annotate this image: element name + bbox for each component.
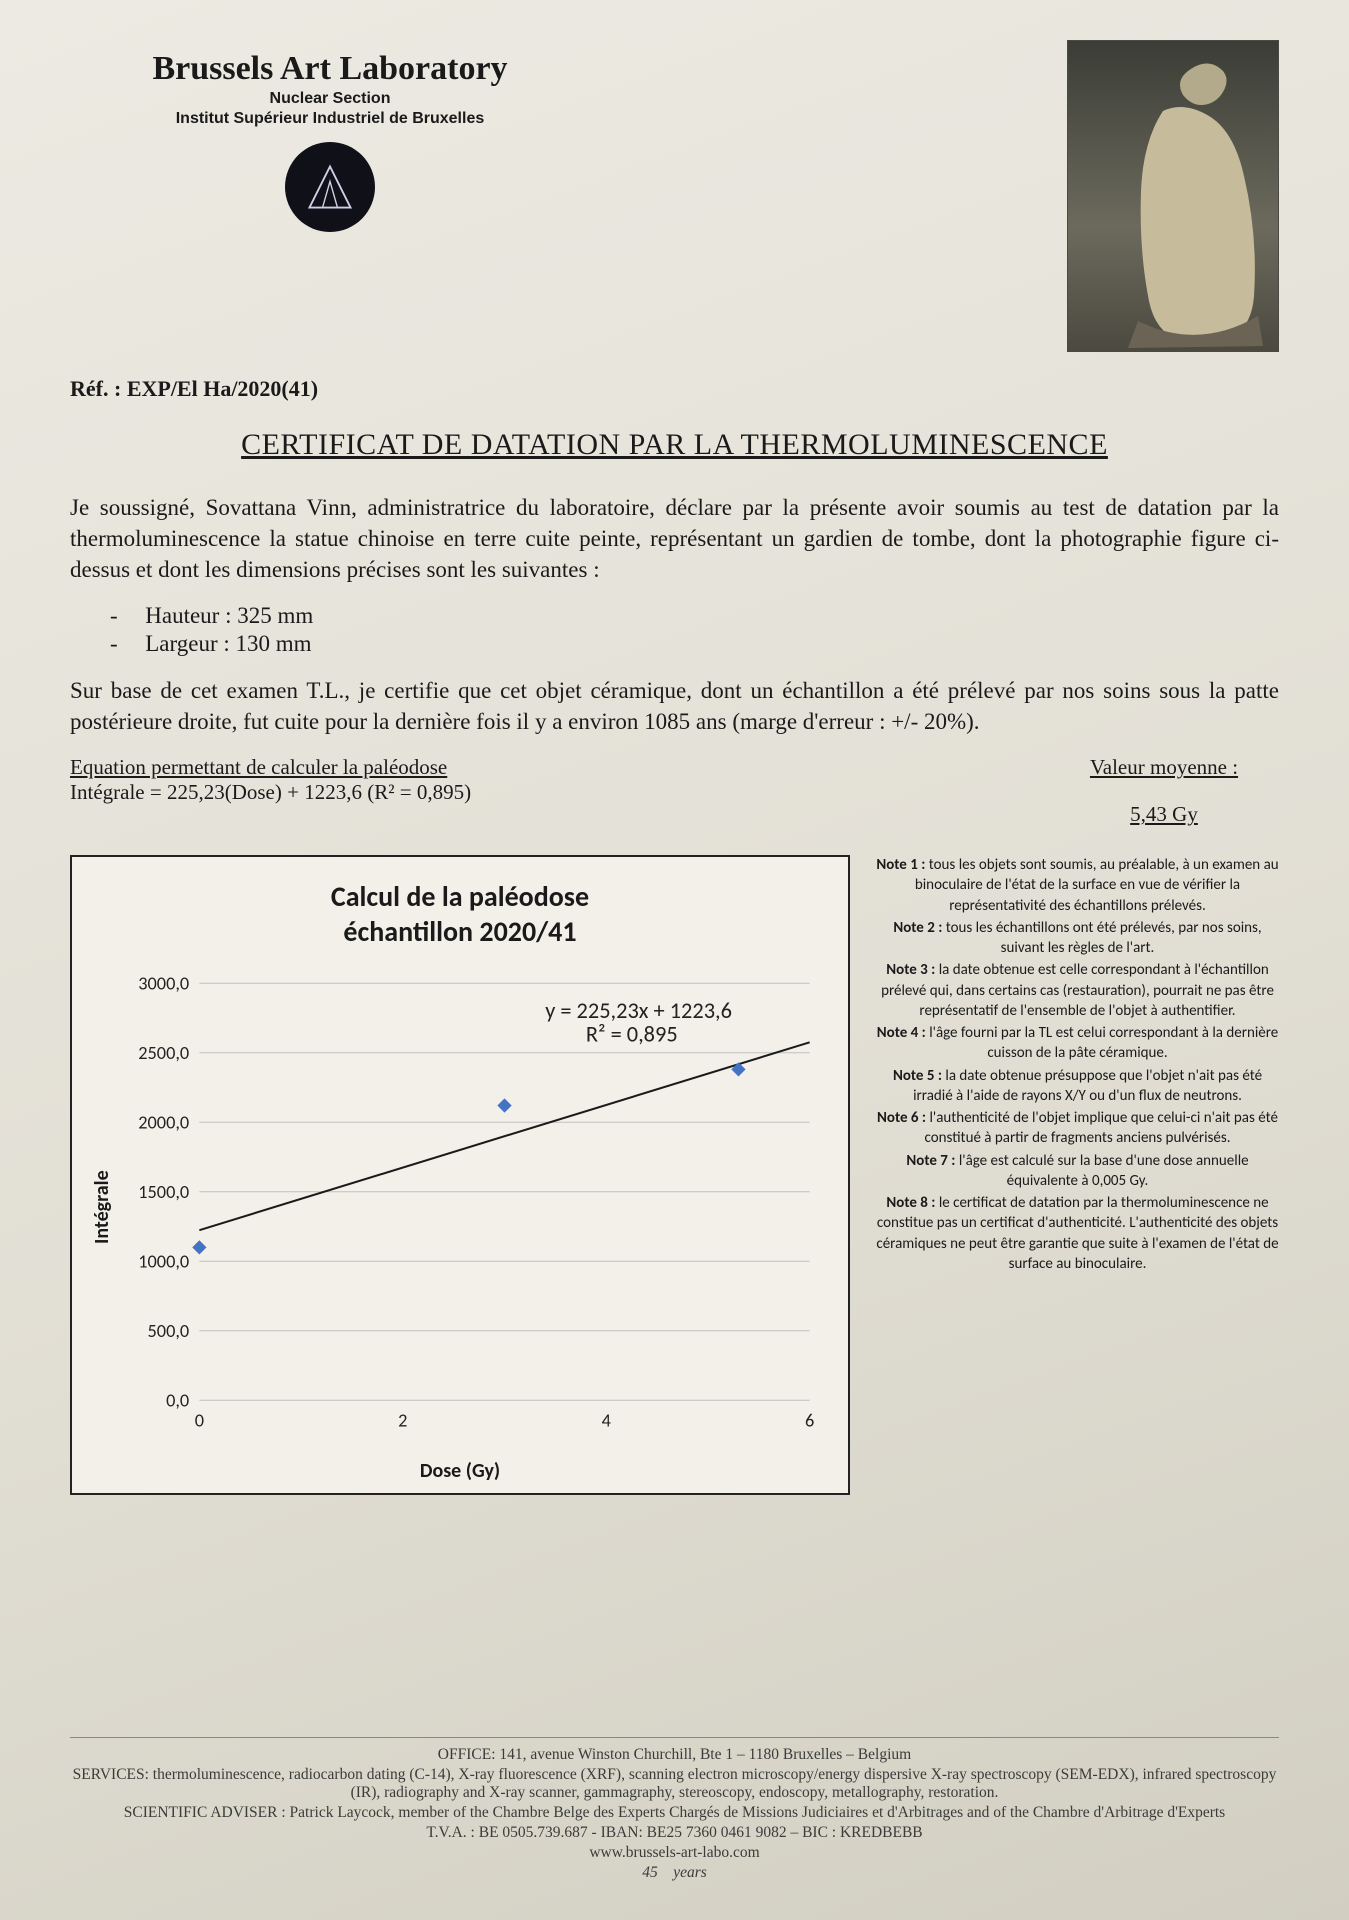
chart-plot: 0,0 500,0 1000,0 1500,0 2000,0 2500,0 3000,0 0 2… — [118, 957, 830, 1457]
ref-value: EXP/El Ha/2020(41) — [127, 376, 318, 401]
footer-services: SERVICES: thermoluminescence, radiocarbo… — [70, 1766, 1279, 1802]
footer-vat: T.V.A. : BE 0505.739.687 - IBAN: BE25 73… — [70, 1824, 1279, 1842]
svg-text:4: 4 — [602, 1410, 611, 1432]
equation-row: Equation permettant de calculer la paléo… — [70, 755, 1279, 827]
certificate-page: Brussels Art Laboratory Nuclear Section … — [0, 0, 1349, 1920]
chart-and-notes-row: Calcul de la paléodose échantillon 2020/… — [70, 855, 1279, 1495]
footer-adviser: SCIENTIFIC ADVISER : Patrick Laycock, me… — [70, 1804, 1279, 1822]
svg-text:3000,0: 3000,0 — [138, 973, 189, 995]
svg-text:6: 6 — [805, 1410, 814, 1432]
chart-xlabel: Dose (Gy) — [90, 1459, 830, 1483]
chart-title-l1: Calcul de la paléodose — [331, 879, 589, 914]
svg-text:500,0: 500,0 — [148, 1320, 190, 1342]
lab-block: Brussels Art Laboratory Nuclear Section … — [70, 50, 590, 232]
chart-container: Calcul de la paléodose échantillon 2020/… — [70, 855, 850, 1495]
equation-block: Equation permettant de calculer la paléo… — [70, 755, 471, 805]
svg-text:1500,0: 1500,0 — [138, 1181, 189, 1203]
note-item: Note 4 : l'âge fourni par la TL est celu… — [876, 1023, 1279, 1064]
mean-label: Valeur moyenne : — [1049, 755, 1279, 780]
dim-height-value: 325 mm — [237, 603, 313, 628]
lab-name: Brussels Art Laboratory — [70, 50, 590, 88]
note-item: Note 2 : tous les échantillons ont été p… — [876, 918, 1279, 959]
svg-text:R² = 0,895: R² = 0,895 — [586, 1022, 678, 1049]
footer-years-num: 45 — [642, 1864, 658, 1881]
chart-ylabel: Intégrale — [90, 957, 114, 1457]
svg-text:0,0: 0,0 — [166, 1390, 189, 1412]
chart-area: Intégrale 0,0 500,0 1000,0 1500,0 2000,0 2500… — [90, 957, 830, 1457]
dim-height-label: Hauteur : — [145, 603, 231, 628]
equation-formula: Intégrale = 225,23(Dose) + 1223,6 (R² = … — [70, 780, 471, 805]
dim-width-label: Largeur : — [145, 631, 230, 656]
note-item: Note 1 : tous les objets sont soumis, au… — [876, 855, 1279, 916]
dimensions-list: - Hauteur : 325 mm - Largeur : 130 mm — [110, 603, 1279, 657]
dim-height: - Hauteur : 325 mm — [110, 603, 1279, 629]
mean-value-block: Valeur moyenne : 5,43 Gy — [1049, 755, 1279, 827]
footer-web: www.brussels-art-labo.com — [70, 1844, 1279, 1862]
footer-rule — [70, 1737, 1279, 1738]
note-item: Note 3 : la date obtenue est celle corre… — [876, 960, 1279, 1021]
lab-section: Nuclear Section — [70, 90, 590, 108]
intro-paragraph: Je soussigné, Sovattana Vinn, administra… — [70, 492, 1279, 585]
footer: OFFICE: 141, avenue Winston Churchill, B… — [70, 1737, 1279, 1884]
footer-office: OFFICE: 141, avenue Winston Churchill, B… — [70, 1746, 1279, 1764]
note-item: Note 6 : l'authenticité de l'objet impli… — [876, 1108, 1279, 1149]
svg-text:2: 2 — [398, 1410, 407, 1432]
reference-line: Réf. : EXP/El Ha/2020(41) — [70, 376, 1279, 402]
svg-text:0: 0 — [195, 1410, 204, 1432]
dim-width: - Largeur : 130 mm — [110, 631, 1279, 657]
dim-width-value: 130 mm — [236, 631, 312, 656]
header-row: Brussels Art Laboratory Nuclear Section … — [70, 40, 1279, 352]
svg-text:1000,0: 1000,0 — [138, 1251, 189, 1273]
artifact-photo — [1067, 40, 1279, 352]
footer-years-word: years — [673, 1864, 707, 1881]
note-item: Note 5 : la date obtenue présuppose que … — [876, 1066, 1279, 1107]
svg-text:2500,0: 2500,0 — [138, 1042, 189, 1064]
notes-column: Note 1 : tous les objets sont soumis, au… — [876, 855, 1279, 1276]
note-item: Note 7 : l'âge est calculé sur la base d… — [876, 1151, 1279, 1192]
svg-text:2000,0: 2000,0 — [138, 1112, 189, 1134]
certificate-title: CERTIFICAT DE DATATION PAR LA THERMOLUMI… — [70, 428, 1279, 462]
chart-title: Calcul de la paléodose échantillon 2020/… — [90, 879, 830, 949]
lab-institute: Institut Supérieur Industriel de Bruxell… — [70, 110, 590, 128]
ref-label: Réf. : — [70, 376, 121, 401]
chart-svg: 0,0 500,0 1000,0 1500,0 2000,0 2500,0 3000,0 0 2… — [118, 957, 830, 1457]
chart-title-l2: échantillon 2020/41 — [343, 914, 576, 949]
footer-years: 45 years — [70, 1864, 1279, 1882]
equation-label: Equation permettant de calculer la paléo… — [70, 755, 471, 780]
note-item: Note 8 : le certificat de datation par l… — [876, 1193, 1279, 1274]
mean-value: 5,43 Gy — [1049, 802, 1279, 827]
lab-logo-icon — [285, 142, 375, 232]
conclusion-paragraph: Sur base de cet examen T.L., je certifie… — [70, 675, 1279, 737]
